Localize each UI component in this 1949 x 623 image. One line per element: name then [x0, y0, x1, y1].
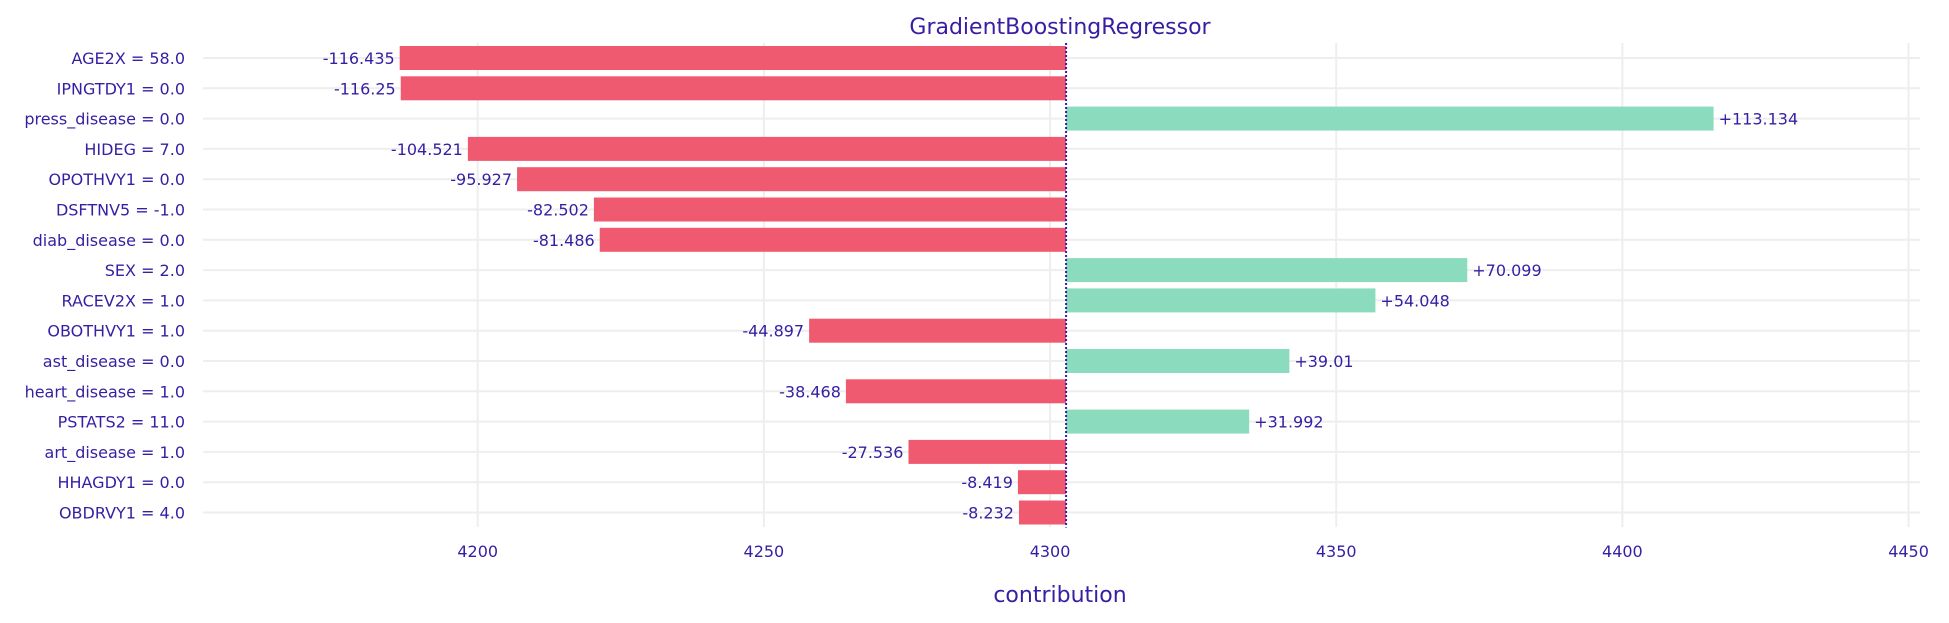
y-tick-label: art_disease = 1.0 [45, 443, 185, 463]
bar [1018, 500, 1067, 525]
y-tick-label: AGE2X = 58.0 [71, 49, 185, 68]
y-tick-label: diab_disease = 0.0 [33, 231, 185, 251]
y-tick-label: RACEV2X = 1.0 [61, 291, 185, 310]
bar [517, 167, 1067, 192]
y-tick-label: OBOTHVY1 = 1.0 [47, 322, 185, 341]
bar [809, 318, 1067, 343]
bar [593, 197, 1067, 222]
bar [399, 46, 1067, 70]
bar [1066, 409, 1250, 434]
y-tick-label: OPOTHVY1 = 0.0 [48, 170, 185, 189]
y-tick-label: SEX = 2.0 [105, 261, 185, 280]
x-tick-label: 4400 [1602, 542, 1643, 561]
bars [399, 46, 1714, 525]
bar [845, 379, 1067, 404]
bar [1017, 470, 1067, 495]
bar [599, 227, 1067, 252]
data-label: +113.134 [1719, 110, 1799, 129]
bar [1066, 288, 1376, 313]
x-tick-labels: 4200 4250 4300 4350 4400 4450 [457, 542, 1929, 561]
data-label: -81.486 [533, 231, 595, 250]
y-tick-label: DSFTNV5 = -1.0 [56, 201, 185, 220]
x-tick-label: 4250 [744, 542, 785, 561]
data-label: -82.502 [527, 201, 589, 220]
x-tick-label: 4350 [1316, 542, 1357, 561]
data-label: -38.468 [779, 382, 841, 401]
data-label: -8.419 [961, 473, 1013, 492]
y-tick-label: heart_disease = 1.0 [25, 382, 185, 402]
data-label: -95.927 [450, 170, 512, 189]
data-labels: -116.435 -116.25 +113.134 -104.521 -95.927 -8… [323, 49, 1798, 523]
bar [1066, 106, 1714, 131]
data-label: +31.992 [1254, 413, 1323, 432]
y-tick-labels: AGE2X = 58.0 IPNGTDY1 = 0.0 press_disease … [24, 49, 185, 523]
bar [1066, 258, 1468, 283]
x-tick-label: 4200 [457, 542, 498, 561]
x-axis-label: contribution [993, 583, 1126, 608]
x-tick-label: 4450 [1888, 542, 1929, 561]
bar [467, 136, 1067, 161]
bar [400, 76, 1067, 101]
y-tick-label: PSTATS2 = 11.0 [58, 413, 185, 432]
data-label: +54.048 [1380, 291, 1449, 310]
data-label: -116.435 [323, 49, 395, 68]
data-label: -27.536 [842, 443, 904, 462]
bar [1066, 349, 1290, 373]
y-tick-label: OBDRVY1 = 4.0 [59, 504, 185, 523]
data-label: -116.25 [334, 79, 396, 98]
chart-title: GradientBoostingRegressor [909, 15, 1211, 40]
data-label: -44.897 [742, 322, 804, 341]
y-tick-label: HIDEG = 7.0 [84, 140, 185, 159]
data-label: -104.521 [391, 140, 463, 159]
y-tick-label: ast_disease = 0.0 [43, 352, 185, 372]
bar [908, 439, 1067, 464]
data-label: +39.01 [1294, 352, 1353, 371]
y-tick-label: press_disease = 0.0 [24, 110, 185, 130]
y-tick-label: IPNGTDY1 = 0.0 [57, 79, 185, 98]
data-label: +70.099 [1472, 261, 1541, 280]
y-tick-label: HHAGDY1 = 0.0 [57, 473, 185, 492]
data-label: -8.232 [962, 504, 1014, 523]
x-tick-label: 4300 [1030, 542, 1071, 561]
